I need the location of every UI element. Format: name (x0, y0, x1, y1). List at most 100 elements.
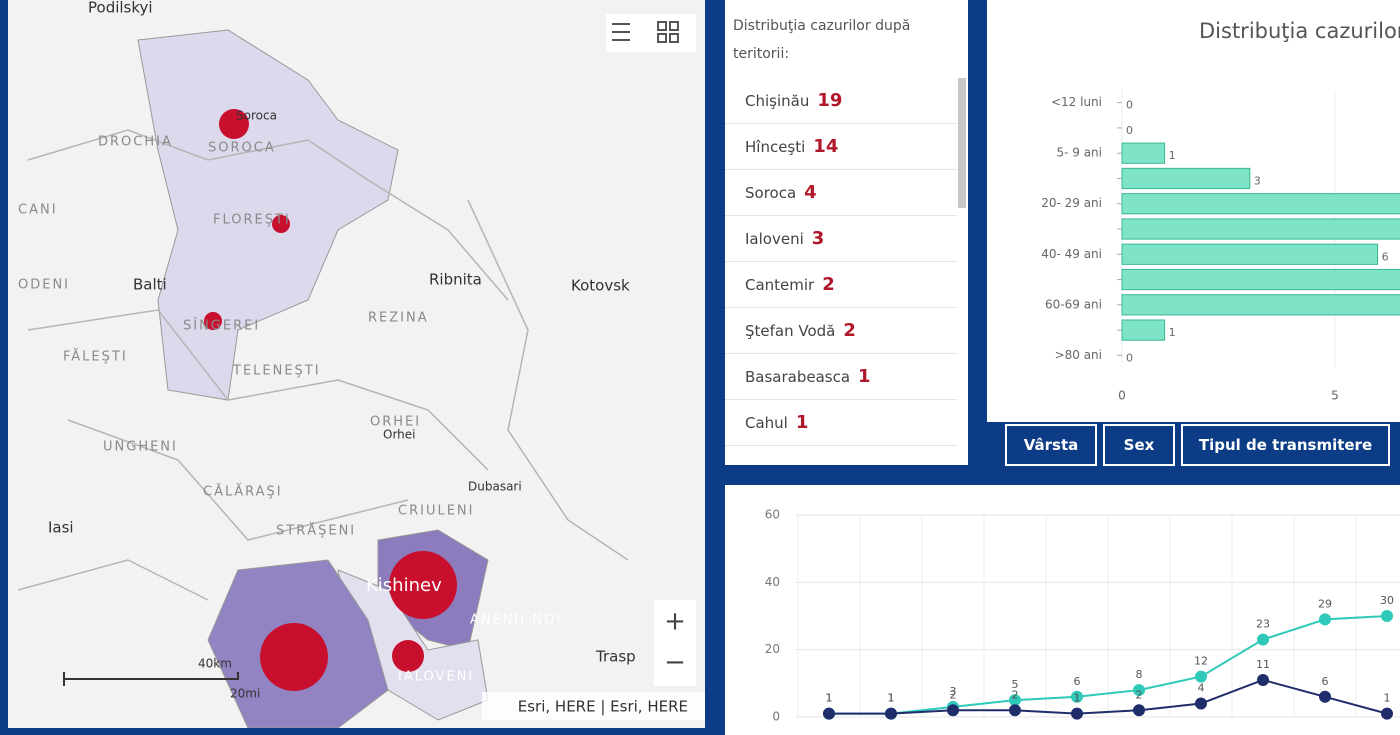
point (885, 707, 897, 720)
region (137, 29, 399, 401)
map-label: Trasp (595, 648, 636, 666)
map-label: REZINA (368, 311, 429, 326)
point (1257, 633, 1269, 646)
territory-item[interactable]: Basarabeasca 1 (725, 354, 957, 400)
point (823, 707, 835, 720)
territory-item[interactable]: Hînceşti 14 (725, 124, 957, 170)
data-label: 6 (1074, 675, 1081, 688)
basemap-button[interactable] (657, 21, 679, 43)
attribution-box (482, 692, 705, 720)
x-tick-label: 5 (1331, 389, 1339, 403)
bar (1121, 243, 1379, 265)
territory-item[interactable]: Chişinău 19 (725, 78, 957, 124)
scrollbar[interactable] (958, 78, 966, 208)
territory-count: 19 (817, 90, 843, 111)
point (1133, 704, 1145, 717)
case-marker (392, 640, 424, 672)
data-label: 8 (1136, 668, 1143, 681)
map-label: Kishinev (366, 575, 442, 596)
tab-button[interactable]: Tipul de transmitere (1181, 424, 1390, 466)
point (1381, 707, 1393, 720)
legend-button[interactable] (612, 23, 630, 41)
bar (1121, 167, 1251, 190)
point (1009, 704, 1021, 717)
age-chart: Distribuţia cazurilor după vârstă 0510<1… (1041, 19, 1400, 403)
map-label: Podilskyi (88, 0, 153, 17)
map-label: Ribnita (429, 271, 482, 289)
territory-name: Hînceşti (745, 137, 806, 156)
y-tick-label: 20 (765, 642, 780, 656)
map-label: UNGHENI (103, 440, 178, 455)
map-label: IALOVENI (398, 670, 474, 685)
data-label: 29 (1318, 597, 1332, 610)
territory-count: 1 (795, 412, 809, 433)
data-label: 2 (1136, 688, 1143, 701)
tab-button[interactable]: Sex (1103, 424, 1175, 466)
territory-count: 3 (811, 228, 825, 249)
data-label: 1 (888, 692, 895, 705)
territory-item[interactable]: Ialoveni 3 (725, 216, 957, 262)
bar (1121, 218, 1400, 240)
data-label: 1 (826, 692, 833, 705)
point (1133, 684, 1145, 697)
map-label: Kotovsk (571, 277, 630, 295)
data-label: 0 (1126, 351, 1133, 364)
territory-item[interactable]: Ştefan Vodă 2 (725, 308, 957, 354)
map-label: Dubasari (468, 480, 522, 494)
y-tick-label: 5- 9 ani (1056, 146, 1102, 160)
map: Podilskyi DROCHIA SOROCA Soroca CANI FLO… (17, 0, 705, 728)
territory-item[interactable]: Cantemir 2 (725, 262, 957, 308)
data-label: 11 (1256, 658, 1270, 671)
bar (1121, 319, 1166, 341)
y-tick-label: 60 (765, 508, 780, 522)
map-label: Orhei (383, 428, 416, 442)
territory-panel: Distribuţia cazurilor după teritorii: Ch… (725, 0, 968, 465)
map-panel: Podilskyi DROCHIA SOROCA Soroca CANI FLO… (8, 0, 705, 728)
data-label: 3 (1254, 174, 1261, 187)
territory-count: 2 (843, 320, 856, 341)
bar (1121, 142, 1166, 164)
territory-name: Ialoveni (745, 229, 804, 248)
y-tick-label: 0 (772, 710, 780, 724)
cases-panel: 0 20 40 60 1 1 3 5 6 8 12 23 29 30 1 1 2 2 1 2 4 11 6 1 (725, 485, 1400, 735)
data-label: 1 (826, 692, 833, 705)
y-tick-label: >80 ani (1055, 348, 1102, 362)
territory-name: Soroca (745, 183, 797, 202)
map-label: ANENII NOI (470, 613, 562, 628)
y-tick-label: <12 luni (1051, 95, 1102, 109)
point (1195, 670, 1207, 683)
territory-list: Chişinău 19 Hînceşti 14 Soroca 4 Ialoveni 3 Cant… (725, 78, 957, 446)
territory-name: Basarabeasca (745, 367, 851, 386)
data-label: 1 (1074, 692, 1081, 705)
data-label: 1 (1169, 149, 1176, 162)
point (1009, 694, 1021, 707)
data-label: 0 (1126, 99, 1133, 112)
tab-button[interactable]: Vârsta (1005, 424, 1097, 466)
data-label: 0 (1126, 124, 1133, 137)
data-label: 23 (1256, 618, 1270, 631)
map-label: Iasi (48, 519, 74, 537)
map-label: Soroca (236, 109, 277, 123)
zoom-control (654, 600, 696, 686)
territory-count: 14 (813, 136, 839, 157)
data-label: 2 (950, 688, 957, 701)
bar (1121, 193, 1400, 215)
zoom-out[interactable]: − (664, 648, 686, 678)
series-line (829, 678, 1388, 715)
map-label: CĂLĂRAŞI (203, 484, 283, 500)
point (1257, 673, 1269, 686)
territory-name: Cantemir (745, 275, 815, 294)
map-label: DROCHIA (98, 135, 173, 150)
data-label: 1 (1169, 326, 1176, 339)
age-panel: Distribuţia cazurilor după vârstă 0510<1… (987, 0, 1400, 422)
territory-name: Ştefan Vodă (745, 321, 836, 340)
scale-label: 40km (198, 657, 232, 671)
territory-item[interactable]: Cahul 1 (725, 400, 957, 446)
map-label: ODENI (18, 278, 70, 293)
point (1071, 690, 1083, 703)
zoom-in[interactable]: + (664, 607, 686, 637)
data-label: 3 (950, 685, 957, 698)
y-tick-label: 40- 49 ani (1041, 247, 1102, 261)
data-label: 12 (1194, 655, 1208, 668)
territory-item[interactable]: Soroca 4 (725, 170, 957, 216)
